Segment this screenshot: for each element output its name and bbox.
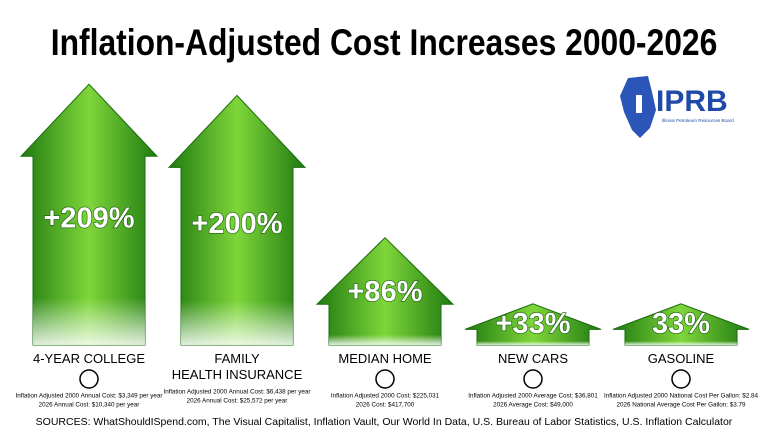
arrow-fade	[33, 156, 145, 345]
icon	[671, 369, 691, 389]
logo-subtitle: Illinois Petroleum Resources Board	[662, 118, 734, 123]
value-label: +209%	[43, 202, 134, 234]
note: Inflation Adjusted 2000 Annual Cost: $6,…	[163, 389, 310, 396]
x-tick-label: GASOLINE	[648, 351, 715, 366]
logo-icon	[636, 95, 642, 113]
arrow-fade	[181, 167, 293, 345]
x-tick-label-line: HEALTH INSURANCE	[172, 367, 303, 382]
note: Inflation Adjusted 2000 Annual Cost: $3,…	[15, 393, 162, 400]
value-label: +200%	[191, 208, 282, 240]
note: 2026 National Average Cost Per Gallon: $…	[616, 402, 746, 409]
x-tick-label: 4-YEAR COLLEGE	[33, 351, 145, 366]
note: 2026 Annual Cost: $25,572 per year	[187, 398, 288, 405]
x-tick-label: MEDIAN HOME	[338, 351, 432, 366]
note: 2026 Annual Cost: $10,340 per year	[39, 402, 140, 409]
x-tick-label-line: FAMILY	[214, 351, 260, 366]
x-tick-label: NEW CARS	[498, 351, 568, 366]
value-label: +86%	[348, 276, 423, 308]
arrow-fade	[477, 329, 589, 345]
arrow-fade	[329, 304, 441, 345]
icon	[79, 369, 99, 389]
value-label: +33%	[496, 308, 571, 340]
note: 2026 Cost: $417,700	[356, 402, 415, 409]
x-tick-label: FAMILY HEALTH INSURANCE	[172, 351, 303, 382]
icon	[523, 369, 543, 389]
x-tick-label-line: NEW CARS	[498, 351, 568, 366]
logo: IPRB Illinois Petroleum Resources Board	[620, 76, 734, 138]
note: Inflation Adjusted 2000 Cost: $225,031	[331, 393, 440, 400]
note: 2026 Average Cost: $49,000	[493, 402, 573, 409]
value-label: 33%	[652, 308, 710, 340]
logo-name: IPRB	[656, 85, 728, 118]
note: Inflation Adjusted 2000 National Cost Pe…	[604, 393, 759, 400]
arrow-fade	[625, 329, 737, 345]
note: Inflation Adjusted 2000 Average Cost: $3…	[468, 393, 598, 400]
icon	[375, 369, 395, 389]
x-tick-label-line: GASOLINE	[648, 351, 715, 366]
chart-title: Inflation-Adjusted Cost Increases 2000-2…	[51, 23, 718, 64]
x-tick-label-line: 4-YEAR COLLEGE	[33, 351, 145, 366]
x-tick-label-line: MEDIAN HOME	[338, 351, 432, 366]
sources: SOURCES: WhatShouldISpend.com, The Visua…	[36, 416, 733, 428]
